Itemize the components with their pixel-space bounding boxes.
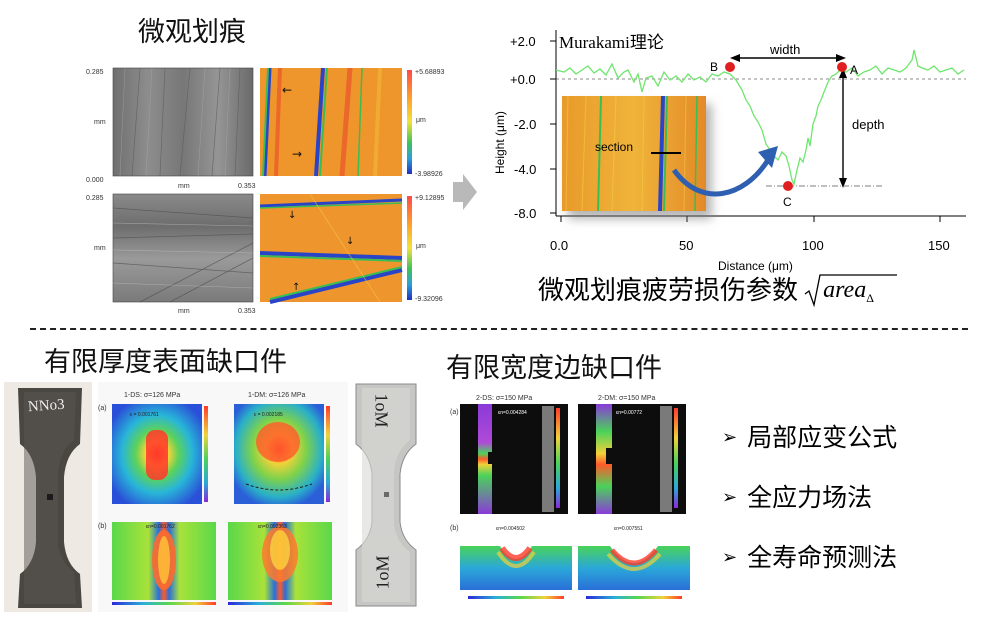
curved-arrow-head-icon <box>758 146 778 168</box>
surface-ds-strain-b: εn=0.001762 <box>146 524 175 530</box>
fatigue-parameter: 微观划痕疲劳损伤参数 areaΔ <box>538 270 898 310</box>
depth-label: depth <box>852 117 885 132</box>
method-label-1: 局部应变公式 <box>747 423 898 452</box>
surface-dm-strain-a: ε = 0.002185 <box>254 412 283 418</box>
color-scale-1 <box>407 70 412 174</box>
method-item-full-stress-field: ➢ 全应力场法 <box>722 478 872 514</box>
x-axis-label: Distance (μm) <box>718 259 793 273</box>
bullet-arrow-icon: ➢ <box>722 547 738 568</box>
point-b-marker <box>725 62 735 72</box>
xtick-3: 150 <box>928 238 950 253</box>
scale2-max: +9.12895 <box>415 195 444 202</box>
method-item-full-life: ➢ 全寿命预测法 <box>722 538 897 574</box>
profile-curve <box>555 49 965 186</box>
scale1-unit: μm <box>416 117 426 124</box>
surface-notch-title: 有限厚度表面缺口件 <box>44 347 287 378</box>
xtick-1: 50 <box>679 238 693 253</box>
img1-ytick-top: 0.285 <box>86 69 104 76</box>
surface-panel-b: (b) <box>98 523 107 530</box>
edge-notch-title: 有限宽度边缺口件 <box>446 353 662 384</box>
bullet-arrow-icon: ➢ <box>722 427 738 448</box>
bullet-arrow-icon: ➢ <box>722 487 738 508</box>
micrograph-1 <box>112 67 254 177</box>
section-label: section <box>595 140 633 154</box>
edge-ds-strain-a: εn=0.004284 <box>498 410 527 416</box>
edge-ds-strain-b: εn=0.004502 <box>496 526 525 532</box>
point-a-marker <box>837 62 847 72</box>
ytick-2: -2.0 <box>514 117 536 132</box>
ytick-3: -4.0 <box>514 162 536 177</box>
micro-scratch-title: 微观划痕 <box>138 17 246 48</box>
svg-text:↑: ↑ <box>292 282 300 293</box>
section-inset <box>562 95 706 212</box>
scale2-unit: μm <box>416 243 426 250</box>
ytick-1: +0.0 <box>510 72 536 87</box>
surface-panel-a: (a) <box>98 405 107 412</box>
section-divider <box>30 328 968 330</box>
surface-ds-title: 1-DS: σ=126 MPa <box>124 392 180 399</box>
edge-dm-title: 2-DM: σ=150 MPa <box>598 395 656 402</box>
img2-yunit: mm <box>94 245 106 252</box>
img1-yunit: mm <box>94 119 106 126</box>
ytick-4: -8.0 <box>514 206 536 221</box>
method-item-local-strain: ➢ 局部应变公式 <box>722 418 897 454</box>
method-label-3: 全寿命预测法 <box>747 543 898 572</box>
method-label-2: 全应力场法 <box>747 483 873 512</box>
point-c-label: C <box>783 195 792 209</box>
formula-variable: area <box>823 276 867 303</box>
img2-ytick-top: 0.285 <box>86 195 104 202</box>
surface-dm-title: 1-DM: σ=126 MPa <box>248 392 306 399</box>
svg-text:↓: ↓ <box>346 236 354 247</box>
img2-xmax: 0.353 <box>238 308 256 315</box>
svg-text:→: → <box>292 147 302 161</box>
specimen-photo-right: 1oM 1oM <box>350 382 422 608</box>
y-axis-label: Height (μm) <box>493 111 507 174</box>
img1-ytick-bottom: 0.000 <box>86 177 104 184</box>
color-scale-2 <box>407 196 412 300</box>
xtick-0: 0.0 <box>550 238 568 253</box>
micro-scratch-figures: 0.285 mm 0.000 mm 0.353 ← → +5.68893 μm … <box>86 67 444 315</box>
sqrt-area-formula: areaΔ <box>803 272 898 307</box>
point-b-label: B <box>710 60 718 74</box>
transition-arrow-icon <box>453 174 477 210</box>
specimen-left-mark: NNo3 <box>27 396 66 416</box>
edge-panel-a: (a) <box>450 409 459 416</box>
point-c-marker <box>783 181 793 191</box>
profile-chart: +2.0 +0.0 -2.0 -4.0 -8.0 0.0 50 100 150 … <box>493 30 966 273</box>
img2-xunit: mm <box>178 308 190 315</box>
edge-notch-figure: (a) (b) 2-DS: σ=150 MPa 2-DM: σ=150 MPa … <box>450 395 690 602</box>
surface-ds-strain-a: ε = 0.001761 <box>130 412 159 418</box>
scale1-max: +5.68893 <box>415 69 444 76</box>
ytick-0: +2.0 <box>510 34 536 49</box>
edge-dm-strain-b: εn=0.007551 <box>614 526 643 532</box>
svg-text:↓: ↓ <box>288 210 296 221</box>
surface-notch-figure: (a) (b) 1-DS: σ=126 MPa 1-DM: σ=126 MPa … <box>98 382 348 612</box>
edge-ds-title: 2-DS: σ=150 MPa <box>476 395 532 402</box>
width-label: width <box>769 42 800 57</box>
formula-subscript: Δ <box>866 290 874 305</box>
specimen-right-top-mark: 1oM <box>371 393 392 428</box>
murakami-theory-label: Murakami理论 <box>559 33 664 52</box>
edge-dm-strain-a: εn=0.00772 <box>616 410 642 416</box>
surface-dm-strain-b: εn=0.002363 <box>258 524 287 530</box>
point-a-label: A <box>850 63 858 77</box>
fatigue-parameter-text: 微观划痕疲劳损伤参数 <box>538 276 799 306</box>
edge-panel-b: (b) <box>450 525 459 532</box>
img1-xunit: mm <box>178 183 190 190</box>
scale2-min: -9.32096 <box>415 296 443 303</box>
xtick-2: 100 <box>802 238 824 253</box>
curved-arrow-icon <box>671 158 771 197</box>
scale1-min: -3.98926 <box>415 171 443 178</box>
img1-xmax: 0.353 <box>238 183 256 190</box>
specimen-right-bottom-mark: 1oM <box>372 555 393 590</box>
svg-text:←: ← <box>282 83 292 97</box>
specimen-photo-left: NNo3 <box>4 382 92 612</box>
